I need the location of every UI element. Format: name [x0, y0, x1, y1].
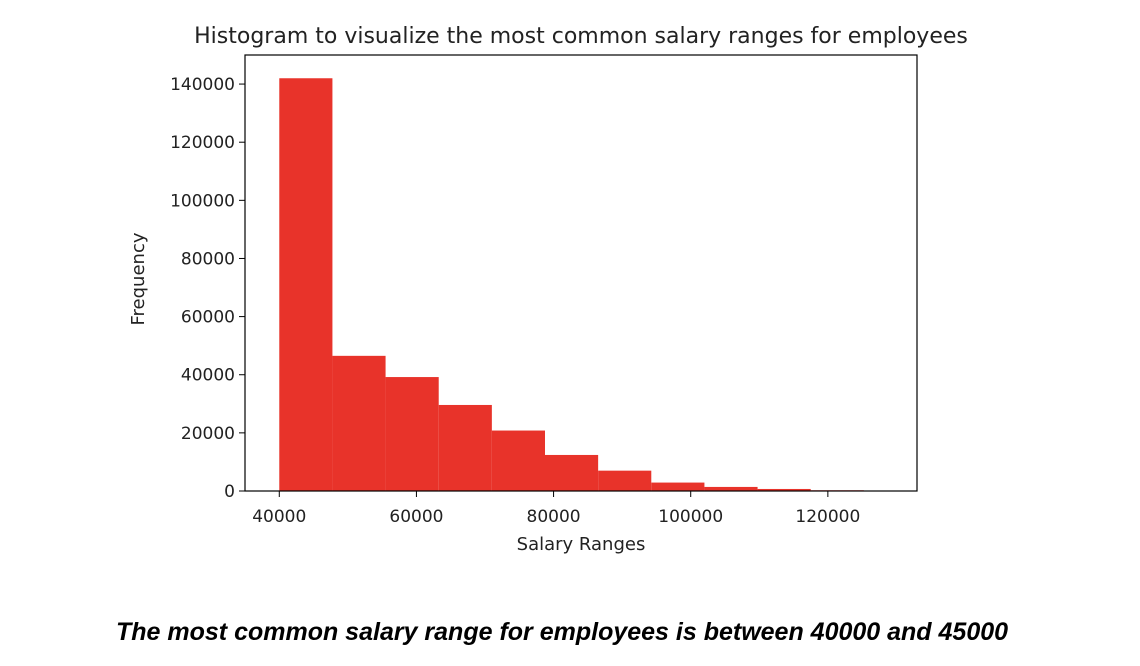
chart-title: Histogram to visualize the most common s…	[194, 24, 968, 49]
y-axis-label: Frequency	[128, 232, 149, 325]
plot-area: 40000 60000 80000 100000 120000 0 20000 40000 60…	[170, 54, 918, 527]
histogram-bar-3	[385, 377, 439, 491]
histogram-bar-1	[279, 78, 333, 492]
x-tick-label: 60000	[389, 507, 443, 527]
x-tick-label: 80000	[527, 507, 581, 527]
conclusion-caption: The most common salary range for employe…	[116, 618, 1009, 646]
y-tick-label: 60000	[181, 308, 235, 328]
x-axis-label: Salary Ranges	[517, 534, 646, 555]
y-tick-label: 140000	[170, 75, 235, 95]
histogram-bar-2	[332, 355, 386, 491]
y-tick-label: 40000	[181, 366, 235, 386]
x-tick-label: 100000	[658, 507, 723, 527]
y-tick-label: 0	[224, 482, 235, 502]
histogram-bar-4	[438, 404, 492, 491]
y-tick-label: 100000	[170, 191, 235, 211]
x-tick-label: 40000	[252, 507, 306, 527]
y-tick-label: 80000	[181, 249, 235, 269]
histogram-bar-9	[704, 486, 758, 491]
y-tick-label: 120000	[170, 133, 235, 153]
histogram-bar-6	[545, 454, 599, 491]
histogram-bar-8	[651, 482, 705, 491]
plot-frame	[244, 54, 918, 492]
y-tick-label: 20000	[181, 424, 235, 444]
histogram-bar-5	[491, 430, 545, 491]
histogram-bar-10	[757, 488, 811, 491]
histogram-bar-7	[598, 470, 652, 491]
x-tick-label: 120000	[795, 507, 860, 527]
